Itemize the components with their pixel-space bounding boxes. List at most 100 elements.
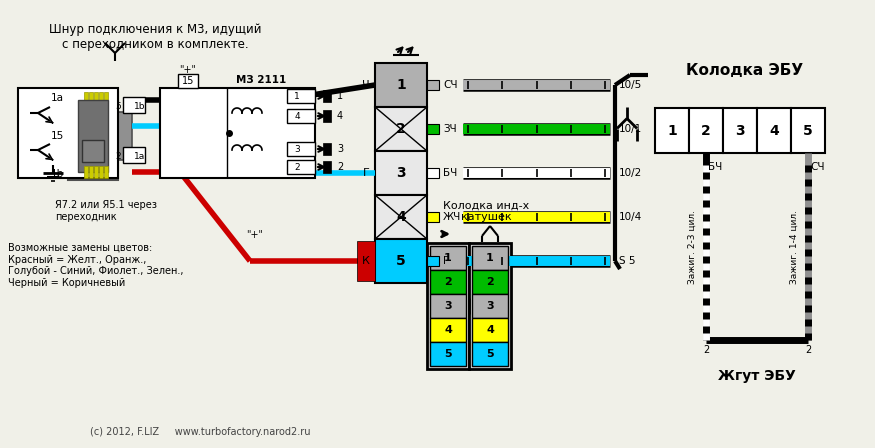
Bar (89, 92, 93, 106)
Text: 1: 1 (667, 124, 677, 138)
Text: 1: 1 (444, 253, 452, 263)
Text: 5: 5 (444, 349, 452, 359)
Bar (178, 74, 198, 88)
Bar (357, 241, 375, 281)
Text: 1a: 1a (135, 151, 145, 160)
Bar (99, 92, 103, 106)
Text: Колодка инд-х
катушек: Колодка инд-х катушек (443, 200, 529, 222)
Text: БЧ: БЧ (443, 168, 458, 178)
Bar (472, 246, 508, 270)
Bar (430, 270, 466, 294)
Text: Шнур подключения к М3, идущий
с переходником в комплекте.: Шнур подключения к М3, идущий с переходн… (49, 23, 262, 51)
Text: 2: 2 (805, 345, 811, 355)
Text: 1: 1 (337, 91, 343, 101)
Text: 10/5: 10/5 (619, 80, 642, 90)
Text: 15: 15 (182, 76, 194, 86)
Text: 3: 3 (487, 301, 493, 311)
Bar (472, 270, 508, 294)
Text: 4: 4 (337, 111, 343, 121)
Text: 5: 5 (116, 102, 121, 111)
Bar (323, 110, 331, 122)
Text: 3: 3 (444, 301, 452, 311)
Bar (160, 88, 315, 178)
Text: 1: 1 (487, 253, 493, 263)
Bar (655, 108, 689, 153)
Text: 2: 2 (337, 162, 343, 172)
Bar (78, 100, 108, 172)
Text: (c) 2012, F.LIZ     www.turbofactory.narod2.ru: (c) 2012, F.LIZ www.turbofactory.narod2.… (90, 427, 311, 437)
Bar (68, 92, 118, 180)
Text: СЧ: СЧ (443, 80, 458, 90)
Bar (375, 195, 427, 239)
Bar (430, 246, 466, 270)
Text: 10/1: 10/1 (619, 124, 642, 134)
Bar (287, 142, 315, 156)
Text: 2: 2 (294, 163, 300, 172)
Text: 2: 2 (487, 277, 493, 287)
Text: 1: 1 (294, 91, 300, 100)
Text: К: К (362, 256, 370, 266)
Text: Г: Г (363, 168, 370, 178)
Text: Зажиг. 1-4 цил.: Зажиг. 1-4 цил. (789, 210, 799, 284)
Bar (287, 160, 315, 174)
Bar (723, 108, 757, 153)
Text: 4: 4 (294, 112, 300, 121)
Bar (89, 166, 93, 178)
Text: 10/4: 10/4 (619, 212, 642, 222)
Text: СЧ: СЧ (810, 162, 824, 172)
Bar (104, 92, 108, 106)
Bar (18, 88, 118, 178)
Text: Я7.2 или Я5.1 через
переходник: Я7.2 или Я5.1 через переходник (55, 200, 157, 222)
Text: 2: 2 (116, 151, 121, 160)
Bar (99, 166, 103, 178)
Text: Возможные замены цветов:
Красный = Желт., Оранж.,
Голубой - Синий, Фиолет., Зеле: Возможные замены цветов: Красный = Желт.… (8, 243, 184, 288)
Text: Жгут ЭБУ: Жгут ЭБУ (718, 369, 796, 383)
Text: 4: 4 (487, 325, 493, 335)
Text: 3: 3 (294, 145, 300, 154)
Text: 1: 1 (396, 78, 406, 92)
Text: 1b: 1b (134, 102, 146, 111)
Text: 15: 15 (51, 131, 64, 141)
Text: ЖЧ: ЖЧ (443, 212, 461, 222)
Text: БЧ: БЧ (708, 162, 722, 172)
Bar (94, 166, 98, 178)
Bar (427, 243, 469, 369)
Bar (323, 143, 331, 155)
Bar (427, 212, 439, 222)
Text: 1a: 1a (51, 93, 64, 103)
Bar (123, 147, 145, 163)
Bar (287, 109, 315, 123)
Text: 2: 2 (701, 124, 710, 138)
Bar (469, 243, 511, 369)
Bar (472, 294, 508, 318)
Text: 2: 2 (444, 277, 452, 287)
Bar (123, 97, 145, 113)
Text: S 5: S 5 (619, 256, 635, 266)
Text: 3: 3 (735, 124, 745, 138)
Bar (472, 342, 508, 366)
Bar (757, 108, 791, 153)
Text: 1b: 1b (51, 169, 64, 179)
Text: Зажиг. 2-3 цил.: Зажиг. 2-3 цил. (688, 210, 696, 284)
Text: Г: Г (443, 256, 449, 266)
Text: 4: 4 (769, 124, 779, 138)
Bar (104, 166, 108, 178)
Text: "+": "+" (247, 230, 263, 240)
Bar (427, 168, 439, 178)
Text: ЗЧ: ЗЧ (443, 124, 457, 134)
Bar (84, 92, 88, 106)
Bar (375, 151, 427, 195)
Text: 4: 4 (396, 210, 406, 224)
Text: 5: 5 (803, 124, 813, 138)
Bar (323, 161, 331, 173)
Text: "+": "+" (179, 65, 197, 75)
Bar (82, 140, 104, 162)
Text: 5: 5 (396, 254, 406, 268)
Text: 2: 2 (396, 122, 406, 136)
Text: 2: 2 (703, 345, 709, 355)
Bar (375, 107, 427, 151)
Text: 3: 3 (337, 144, 343, 154)
Text: 5: 5 (487, 349, 493, 359)
Bar (472, 318, 508, 342)
Bar (430, 294, 466, 318)
